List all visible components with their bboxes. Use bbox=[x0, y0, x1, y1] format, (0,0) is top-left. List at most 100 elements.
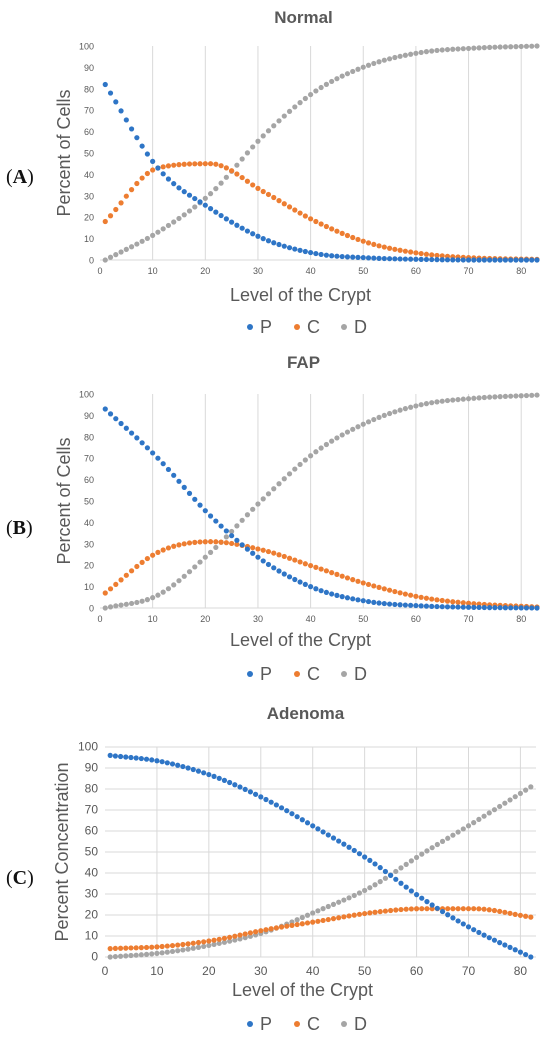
data-point-p bbox=[529, 605, 535, 611]
data-point-p bbox=[244, 546, 251, 552]
data-point-p bbox=[197, 502, 203, 508]
legend-label-p: P bbox=[260, 664, 272, 684]
data-point-d bbox=[223, 174, 229, 180]
legend-marker-p bbox=[247, 671, 253, 677]
data-point-d bbox=[169, 948, 176, 955]
data-point-d bbox=[260, 496, 266, 502]
data-point-p bbox=[160, 171, 166, 177]
data-point-p bbox=[102, 406, 108, 412]
data-point-c bbox=[176, 162, 182, 168]
data-point-p bbox=[376, 255, 382, 261]
data-point-p bbox=[450, 257, 456, 263]
legend-marker-c bbox=[294, 671, 300, 677]
data-point-p bbox=[150, 450, 156, 456]
data-point-p bbox=[144, 151, 150, 157]
data-point-p bbox=[237, 784, 243, 790]
y-tick-label: 60 bbox=[85, 824, 99, 838]
data-point-p bbox=[523, 951, 529, 958]
data-point-c bbox=[377, 909, 383, 915]
data-point-p bbox=[377, 865, 383, 871]
data-point-d bbox=[450, 397, 456, 403]
data-point-d bbox=[160, 589, 166, 595]
data-point-p bbox=[149, 757, 155, 763]
data-point-p bbox=[207, 513, 214, 519]
data-point-d bbox=[355, 424, 361, 430]
data-point-c bbox=[434, 252, 440, 259]
data-point-c bbox=[128, 187, 135, 193]
data-point-d bbox=[444, 397, 451, 404]
data-point-d bbox=[444, 46, 451, 53]
data-point-p bbox=[386, 256, 393, 262]
data-point-p bbox=[234, 537, 240, 543]
data-point-d bbox=[413, 50, 419, 56]
series-d bbox=[102, 392, 540, 611]
data-point-d bbox=[294, 917, 300, 923]
data-point-p bbox=[492, 257, 498, 263]
data-point-d bbox=[513, 393, 519, 399]
data-point-p bbox=[360, 254, 366, 261]
data-point-c bbox=[123, 945, 129, 951]
y-tick-label: 10 bbox=[85, 929, 99, 943]
data-point-p bbox=[154, 758, 160, 764]
grid bbox=[152, 46, 522, 260]
data-point-p bbox=[181, 189, 187, 195]
data-point-d bbox=[502, 44, 509, 50]
panel-letter-c: (C) bbox=[6, 867, 34, 889]
data-point-d bbox=[232, 937, 238, 943]
data-point-p bbox=[258, 794, 264, 800]
data-point-d bbox=[486, 810, 492, 816]
data-point-p bbox=[450, 915, 456, 921]
data-point-p bbox=[418, 603, 424, 609]
data-point-p bbox=[286, 245, 293, 251]
y-tick-label: 90 bbox=[85, 761, 99, 775]
data-point-d bbox=[112, 953, 118, 960]
data-point-c bbox=[386, 245, 393, 251]
data-point-d bbox=[502, 800, 508, 806]
data-point-p bbox=[234, 222, 240, 228]
x-tick-label: 40 bbox=[306, 266, 316, 276]
data-point-d bbox=[181, 212, 187, 218]
data-point-p bbox=[497, 940, 503, 946]
data-point-p bbox=[315, 826, 321, 832]
data-point-c bbox=[169, 942, 176, 949]
data-point-d bbox=[237, 936, 243, 942]
data-point-c bbox=[344, 575, 351, 581]
data-point-p bbox=[247, 789, 253, 795]
data-point-p bbox=[523, 605, 530, 611]
data-point-p bbox=[313, 250, 319, 257]
data-point-c bbox=[234, 171, 240, 177]
data-point-p bbox=[523, 257, 530, 263]
data-point-c bbox=[265, 191, 272, 198]
data-point-d bbox=[207, 191, 214, 197]
data-point-d bbox=[281, 476, 287, 482]
data-point-d bbox=[181, 573, 187, 579]
data-point-d bbox=[413, 854, 420, 861]
data-point-p bbox=[444, 257, 451, 263]
data-point-p bbox=[201, 770, 207, 776]
data-point-c bbox=[362, 910, 368, 917]
data-point-p bbox=[487, 257, 493, 263]
data-point-d bbox=[123, 246, 129, 252]
data-point-c bbox=[113, 581, 119, 588]
y-tick-label: 40 bbox=[84, 518, 94, 528]
data-point-p bbox=[429, 902, 435, 908]
data-point-d bbox=[398, 865, 404, 871]
data-point-d bbox=[465, 45, 472, 52]
data-point-p bbox=[325, 832, 331, 838]
data-point-d bbox=[239, 517, 245, 523]
data-point-c bbox=[434, 597, 440, 603]
data-point-c bbox=[302, 213, 308, 219]
data-point-d bbox=[255, 138, 261, 144]
data-point-p bbox=[402, 256, 408, 262]
data-point-c bbox=[175, 942, 181, 948]
y-axis-label: Percent Concentration bbox=[52, 762, 72, 941]
data-point-p bbox=[502, 605, 509, 611]
data-point-c bbox=[476, 906, 482, 912]
data-point-p bbox=[227, 779, 233, 786]
data-point-p bbox=[250, 550, 256, 556]
data-point-c bbox=[234, 541, 240, 547]
data-point-p bbox=[175, 762, 181, 768]
data-point-c bbox=[294, 921, 300, 928]
data-point-c bbox=[271, 194, 277, 201]
y-tick-label: 50 bbox=[84, 497, 94, 507]
